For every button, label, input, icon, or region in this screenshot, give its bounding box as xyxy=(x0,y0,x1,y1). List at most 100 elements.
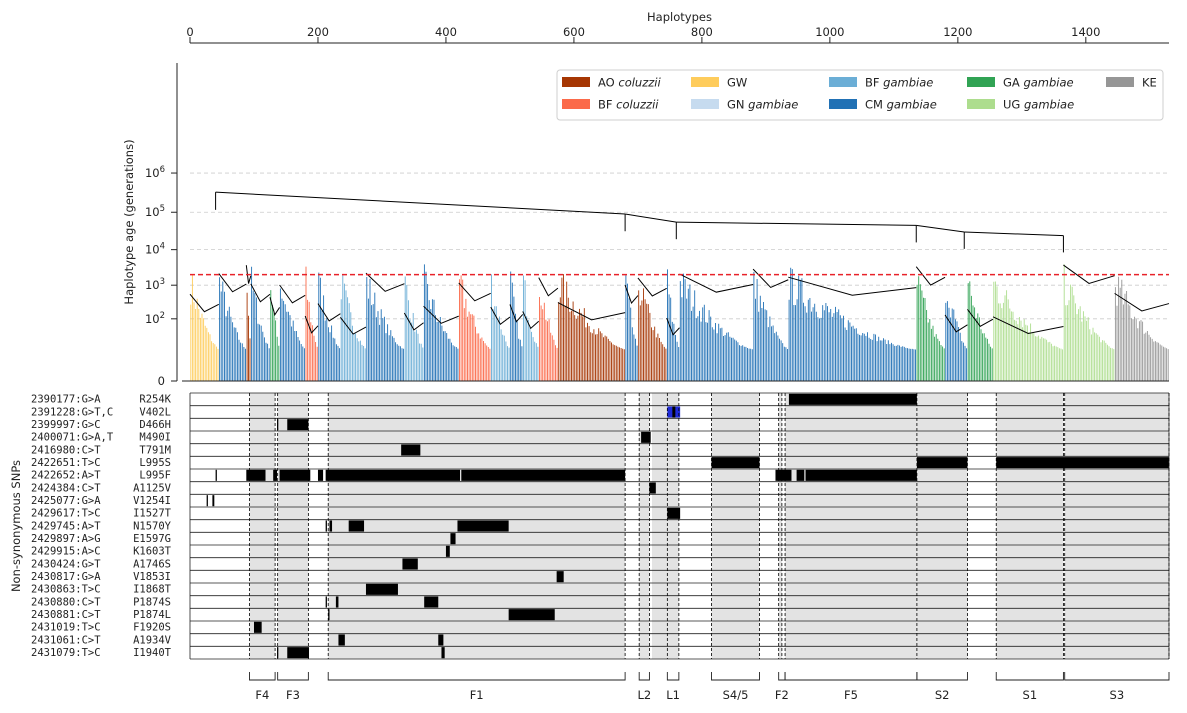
tree-branch xyxy=(625,213,677,223)
y-tick-label: 103 xyxy=(145,277,165,292)
snp-position-label: 2422651:T>C xyxy=(31,457,101,469)
snp-cell xyxy=(325,520,327,532)
snp-aa-label: R254K xyxy=(139,394,171,406)
snp-aa-label: F1920S xyxy=(133,622,171,634)
snp-cell xyxy=(441,647,445,659)
tree-branch xyxy=(557,302,626,321)
tree-branch xyxy=(423,305,459,324)
tree-branch xyxy=(317,303,341,322)
snp-aa-label: A1934V xyxy=(133,634,172,646)
snp-cell xyxy=(287,647,310,659)
snp-cell xyxy=(445,545,450,557)
snp-cell xyxy=(279,469,311,481)
tree-branch xyxy=(964,231,1064,237)
group-bracket xyxy=(277,672,309,681)
population-branch xyxy=(1063,264,1115,381)
snp-cell xyxy=(667,507,681,519)
tree-branch xyxy=(992,316,1064,335)
snp-cell xyxy=(348,520,365,532)
snp-axis-title: Non-synonymous SNPs xyxy=(9,460,23,592)
tree-branch xyxy=(679,273,754,293)
snp-cell xyxy=(335,596,339,608)
tree-branch xyxy=(538,277,559,297)
tree-branch xyxy=(490,306,511,326)
y-tick-label: 106 xyxy=(145,165,165,180)
y-axis-title: Haplotype age (generations) xyxy=(122,139,136,304)
snp-aa-label: L995S xyxy=(139,457,171,469)
x-tick-label: 200 xyxy=(307,25,329,39)
haplotype-tree-panel: 0 102 103 104 105 106 Haplotype age (generati… xyxy=(122,63,1170,388)
group-bracket xyxy=(666,672,680,681)
tree-branch xyxy=(624,285,639,305)
tree-branch xyxy=(944,314,968,333)
legend-swatch xyxy=(691,77,719,87)
legend-swatch xyxy=(967,99,995,109)
snp-position-label: 2430424:G>T xyxy=(31,558,101,570)
legend-label: GW xyxy=(727,76,747,90)
group-label: F1 xyxy=(470,688,484,702)
population-branches xyxy=(190,264,1169,381)
snp-cell xyxy=(457,520,509,532)
snp-aa-label: P1874S xyxy=(133,596,171,608)
tree-branch xyxy=(788,276,917,296)
grey-region xyxy=(785,393,917,659)
snp-cell xyxy=(672,406,676,418)
snp-position-label: 2425077:G>A xyxy=(31,495,101,507)
legend-label: UG gambiae xyxy=(1003,98,1074,112)
snp-cell xyxy=(641,431,651,443)
snp-cell xyxy=(424,596,439,608)
tree-branch xyxy=(339,317,367,335)
snp-aa-label: A1125V xyxy=(133,482,172,494)
population-branch xyxy=(305,266,318,381)
tree-branch xyxy=(676,221,917,226)
snp-cell xyxy=(402,558,418,570)
legend-label: GA gambiae xyxy=(1003,76,1074,90)
tree-branch xyxy=(522,311,540,330)
snp-cell xyxy=(805,469,917,481)
tree-branch xyxy=(458,282,491,302)
tree-branch xyxy=(304,315,319,334)
snp-cell xyxy=(365,583,398,595)
snp-position-label: 2430863:T>C xyxy=(31,584,101,596)
population-branch xyxy=(967,281,993,381)
group-bracket xyxy=(778,672,786,681)
snp-aa-label: D466H xyxy=(139,419,171,431)
gridlines xyxy=(190,172,1169,320)
snp-cell xyxy=(328,609,330,621)
population-branch xyxy=(340,275,366,381)
population-branch xyxy=(190,274,219,381)
population-branch xyxy=(246,292,251,381)
population-branch xyxy=(558,274,625,381)
x-tick-label: 1000 xyxy=(815,25,844,39)
snp-position-label: 2431019:T>C xyxy=(31,622,101,634)
snp-cell xyxy=(916,457,968,469)
population-branch xyxy=(993,281,1064,381)
legend: AO coluzzii BF coluzzii GW GN gambiae BF gam… xyxy=(556,69,1164,121)
legend-swatch xyxy=(562,99,590,109)
tree-branch xyxy=(245,265,252,284)
grey-region xyxy=(916,393,968,659)
group-bracket xyxy=(995,672,1064,681)
group-bracket xyxy=(1064,672,1170,681)
group-label: S2 xyxy=(935,688,950,702)
group-label: L1 xyxy=(666,688,680,702)
snp-position-label: 2429897:A>G xyxy=(31,533,101,545)
group-label: S4/5 xyxy=(723,688,749,702)
legend-label: BF gambiae xyxy=(865,76,933,90)
legend-swatch xyxy=(691,99,719,109)
tree-branch xyxy=(365,272,405,292)
snp-position-label: 2430817:G>A xyxy=(31,571,101,583)
tree-branch xyxy=(637,277,667,297)
snp-position-label: 2429745:A>T xyxy=(31,520,101,532)
legend-swatch xyxy=(967,77,995,87)
population-branch xyxy=(366,277,405,381)
tree-branch xyxy=(215,191,626,215)
snp-cell xyxy=(246,469,266,481)
x-tick-label: 800 xyxy=(691,25,713,39)
y-tick-label: 104 xyxy=(145,242,165,257)
group-bracket xyxy=(249,672,276,681)
snp-cell xyxy=(461,469,626,481)
grey-region xyxy=(639,393,650,659)
population-branch xyxy=(788,267,916,381)
